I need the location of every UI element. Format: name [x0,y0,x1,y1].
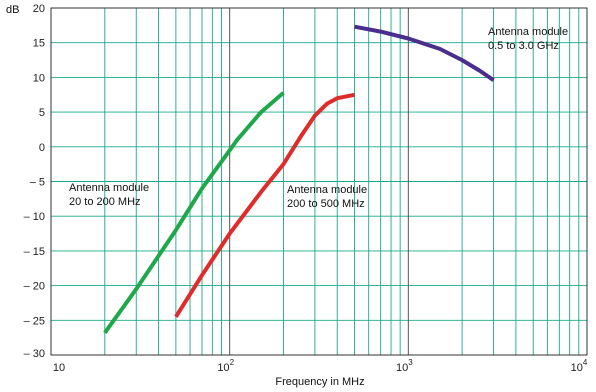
annotation-line: Antenna module [488,26,568,38]
annotation-line: 20 to 200 MHz [69,196,141,208]
x-tick-label: 103 [396,358,413,374]
x-axis-label: Frequency in MHz [275,376,364,388]
y-tick-label: 5 [39,107,45,119]
y-tick-label: 10 [33,72,45,84]
plot-frame [50,7,588,356]
x-tick-labels: 10 102 103 104 [53,358,588,374]
y-tick-label: – 20 [24,281,45,293]
series-group [103,24,495,334]
series-line-1 [103,91,285,334]
y-axis-label: dB [6,4,19,16]
x-tick-label: 10 [53,362,65,374]
y-tick-label: – 30 [24,348,45,360]
annotation-line: 0.5 to 3.0 GHz [488,40,559,52]
series-annotation: Antenna module 200 to 500 MHz [287,184,367,210]
y-tick-label: 0 [39,142,45,154]
y-tick-label: – 15 [24,246,45,258]
y-tick-label: – 5 [30,177,45,189]
series-line-3 [354,24,495,82]
y-tick-labels: 20 15 10 5 0 – 5 – 10 – 15 – 20 – 25 – 30 [24,3,45,360]
grid [50,7,588,356]
y-tick-label: – 25 [24,315,45,327]
annotation-line: Antenna module [69,182,149,194]
series-line-2 [174,92,355,318]
annotation-line: Antenna module [287,184,367,196]
annotation-line: 200 to 500 MHz [287,198,365,210]
series-annotation: Antenna module 20 to 200 MHz [69,182,149,208]
x-tick-label: 102 [217,358,234,374]
y-tick-label: 20 [33,3,45,15]
x-tick-exponent: 4 [583,358,588,367]
y-tick-label: 15 [33,38,45,50]
y-tick-label: – 10 [24,211,45,223]
x-tick-exponent: 3 [408,358,413,367]
x-tick-exponent: 2 [230,358,235,367]
series-annotation: Antenna module 0.5 to 3.0 GHz [488,26,568,52]
x-tick-label: 104 [571,358,588,374]
